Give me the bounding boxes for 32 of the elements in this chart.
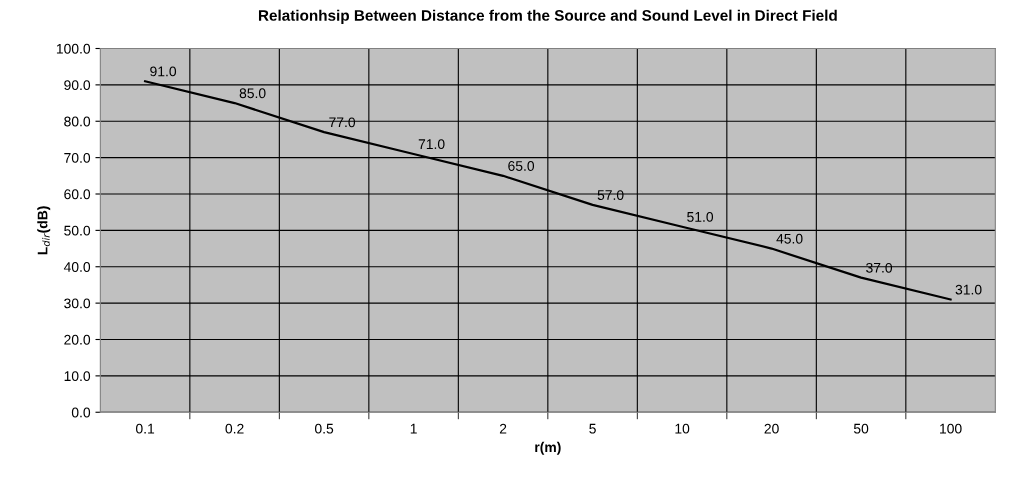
y-tick-label: 100.0 (56, 43, 91, 54)
x-tick-label: 0.5 (314, 423, 334, 434)
y-tick-label: 10.0 (64, 371, 91, 382)
data-label: 57.0 (597, 190, 624, 200)
data-label: 51.0 (687, 211, 714, 222)
y-tick-label: 90.0 (64, 80, 91, 91)
chart-title: Relationhsip Between Distance from the Source and Sound Level in Direct Field (258, 9, 837, 24)
x-axis-title: r(m) (535, 441, 561, 455)
y-tick-label: 80.0 (64, 116, 91, 127)
y-tick-label: 50.0 (64, 225, 91, 236)
y-tick-label: 20.0 (64, 334, 91, 345)
x-tick-label: 10 (675, 423, 690, 434)
x-tick-label: 0.2 (225, 423, 244, 434)
y-tick-label: 40.0 (63, 262, 91, 272)
y-tick-label: 30.0 (64, 298, 91, 309)
x-tick-label: 1 (410, 423, 417, 434)
x-tick-label: 100 (940, 423, 962, 434)
data-label: 31.0 (955, 284, 982, 295)
x-tick-label: 5 (589, 423, 596, 434)
x-tick-label: 50 (853, 423, 869, 434)
data-label: 71.0 (418, 139, 445, 150)
data-label: 85.0 (239, 88, 266, 99)
y-tick-label: 60.0 (64, 189, 91, 200)
data-label: 91.0 (150, 66, 177, 77)
x-tick-label: 20 (764, 423, 779, 434)
x-tick-label: 2 (499, 423, 507, 434)
data-label: 65.0 (508, 161, 535, 171)
data-label: 45.0 (776, 233, 803, 244)
y-tick-label: 70.0 (64, 152, 91, 163)
y-tick-label: 0.0 (71, 407, 91, 418)
y-axis-title: L$_{dir}$(dB) (37, 206, 51, 255)
x-tick-label: 0.1 (135, 423, 155, 434)
